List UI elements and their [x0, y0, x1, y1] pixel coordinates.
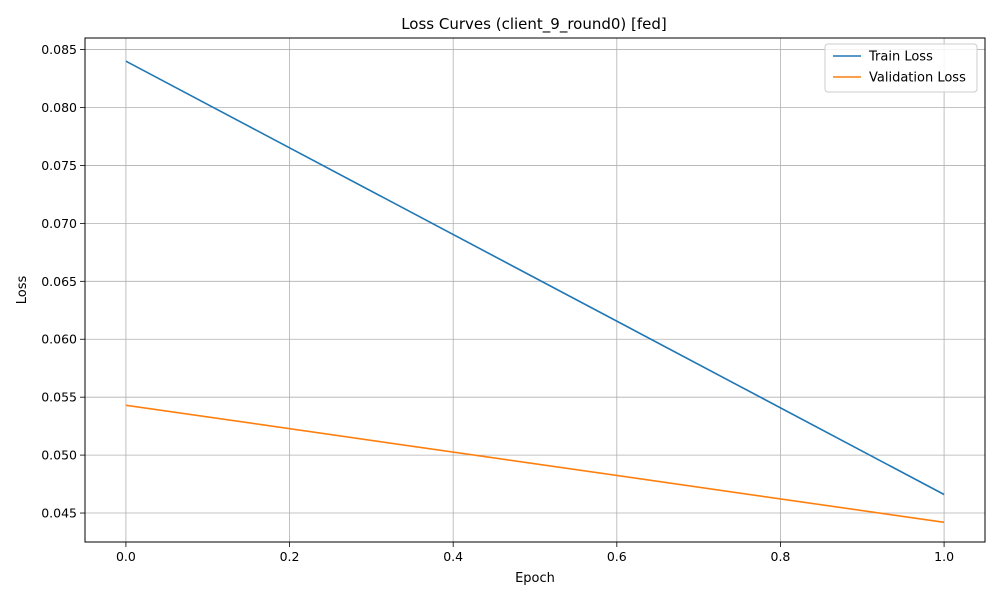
y-tick-label: 0.070: [41, 216, 77, 231]
x-tick-label: 0.0: [116, 549, 136, 564]
x-axis-ticks: 0.0 0.2 0.4 0.6 0.8 1.0: [116, 542, 954, 564]
legend-box: [824, 43, 978, 93]
x-tick-label: 0.6: [607, 549, 627, 564]
series-line-0: [125, 60, 945, 496]
grid-lines: [85, 38, 985, 542]
series-line-1: [125, 404, 945, 524]
legend-label-1: Validation Loss: [869, 71, 966, 86]
y-tick-label: 0.065: [41, 274, 77, 289]
series-layer: [125, 60, 945, 524]
x-tick-label: 0.4: [443, 549, 463, 564]
y-tick-label: 0.045: [41, 506, 77, 521]
plot-frame: [84, 37, 986, 543]
y-tick-label: 0.060: [41, 332, 77, 347]
chart-title: Loss Curves (client_9_round0) [fed]: [401, 15, 667, 34]
y-axis-ticks: 0.045 0.050 0.055 0.060 0.065 0.070 0.075 0.080…: [41, 42, 85, 521]
y-tick-label: 0.080: [41, 100, 77, 115]
x-axis-label: Epoch: [515, 571, 555, 586]
legend: Train Loss Validation Loss: [824, 43, 978, 93]
y-tick-label: 0.050: [41, 448, 77, 463]
y-axis-label: Loss: [15, 276, 30, 305]
y-tick-label: 0.085: [41, 42, 77, 57]
x-tick-label: 0.2: [280, 549, 300, 564]
y-tick-label: 0.055: [41, 390, 77, 405]
x-tick-label: 0.8: [771, 549, 791, 564]
y-tick-label: 0.075: [41, 158, 77, 173]
x-tick-label: 1.0: [934, 549, 954, 564]
legend-label-0: Train Loss: [868, 50, 933, 65]
